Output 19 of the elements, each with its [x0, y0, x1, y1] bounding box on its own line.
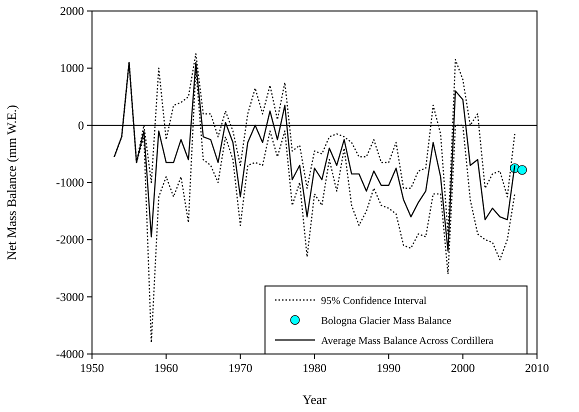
- legend-label: Bologna Glacier Mass Balance: [321, 316, 452, 327]
- y-tick-label: -1000: [56, 176, 84, 190]
- y-axis-title: Net Mass Balance (mm W.E.): [4, 104, 19, 260]
- legend-label: Average Mass Balance Across Cordillera: [321, 336, 494, 347]
- x-tick-label: 1960: [154, 361, 178, 375]
- legend-label: 95% Confidence Interval: [321, 296, 427, 307]
- x-tick-label: 2010: [525, 361, 549, 375]
- x-tick-label: 2000: [450, 361, 475, 375]
- x-axis-title: Year: [302, 392, 328, 407]
- x-tick-label: 1990: [376, 361, 401, 375]
- y-tick-label: -4000: [56, 347, 84, 361]
- y-tick-label: 2000: [60, 4, 84, 18]
- y-tick-label: 1000: [60, 61, 84, 76]
- x-tick-label: 1950: [80, 361, 104, 375]
- y-tick-label: -2000: [56, 232, 84, 247]
- x-tick-label: 1970: [228, 361, 252, 375]
- y-tick-label: 0: [78, 118, 84, 132]
- y-tick-label: -3000: [56, 290, 84, 304]
- x-tick-label: 1980: [302, 361, 326, 375]
